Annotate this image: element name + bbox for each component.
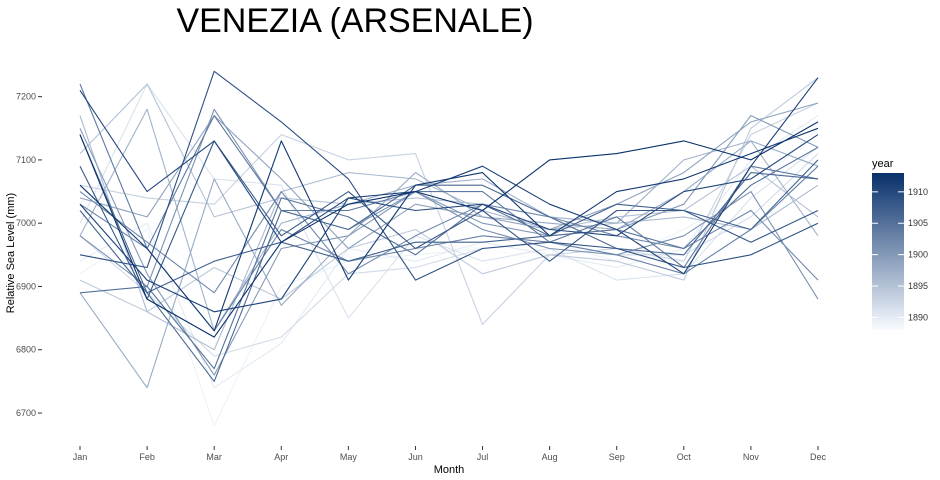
legend-tick-label: 1900 bbox=[908, 250, 928, 260]
color-legend: year 1890 1895 1900 1905 1910 bbox=[872, 158, 928, 330]
x-tick-label-sep: Sep bbox=[609, 452, 625, 462]
series-line-1901 bbox=[80, 109, 818, 299]
x-tick-label-mar: Mar bbox=[206, 452, 222, 462]
x-tick-label-nov: Nov bbox=[743, 452, 760, 462]
y-axis: 6700 6800 6900 7000 7100 7200 bbox=[16, 92, 42, 418]
x-tick-label-jun: Jun bbox=[408, 452, 423, 462]
y-tick-label: 6900 bbox=[16, 281, 36, 291]
y-tick-label: 7200 bbox=[16, 92, 36, 102]
x-tick-label-jul: Jul bbox=[477, 452, 489, 462]
x-tick-label-apr: Apr bbox=[274, 452, 288, 462]
chart-title: VENEZIA (ARSENALE) bbox=[176, 2, 533, 40]
legend-tick-label: 1895 bbox=[908, 281, 928, 291]
legend-tick-label: 1905 bbox=[908, 218, 928, 228]
legend-tick-label: 1890 bbox=[908, 312, 928, 322]
y-tick-label: 6800 bbox=[16, 345, 36, 355]
x-tick-label-dec: Dec bbox=[810, 452, 827, 462]
legend-title: year bbox=[872, 158, 894, 170]
series-layer bbox=[80, 71, 818, 425]
x-tick-label-oct: Oct bbox=[677, 452, 692, 462]
x-axis-title: Month bbox=[434, 464, 465, 476]
x-tick-label-feb: Feb bbox=[139, 452, 155, 462]
x-tick-label-jan: Jan bbox=[73, 452, 88, 462]
y-tick-label: 7000 bbox=[16, 218, 36, 228]
y-axis-title: Relative Sea Level (mm) bbox=[5, 193, 17, 313]
x-tick-label-may: May bbox=[340, 452, 358, 462]
series-line-1893 bbox=[80, 103, 818, 324]
x-axis: Jan Feb Mar Apr May Jun Jul Aug Sep Oct Nov Dec bbox=[73, 446, 827, 462]
legend-tick-label: 1910 bbox=[908, 187, 928, 197]
legend-colorbar bbox=[872, 173, 904, 330]
x-tick-label-aug: Aug bbox=[542, 452, 558, 462]
y-tick-label: 6700 bbox=[16, 408, 36, 418]
y-tick-label: 7100 bbox=[16, 155, 36, 165]
